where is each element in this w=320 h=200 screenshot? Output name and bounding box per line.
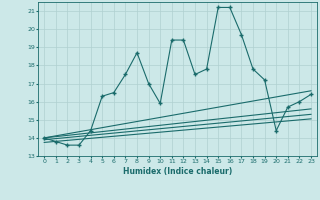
X-axis label: Humidex (Indice chaleur): Humidex (Indice chaleur) [123, 167, 232, 176]
